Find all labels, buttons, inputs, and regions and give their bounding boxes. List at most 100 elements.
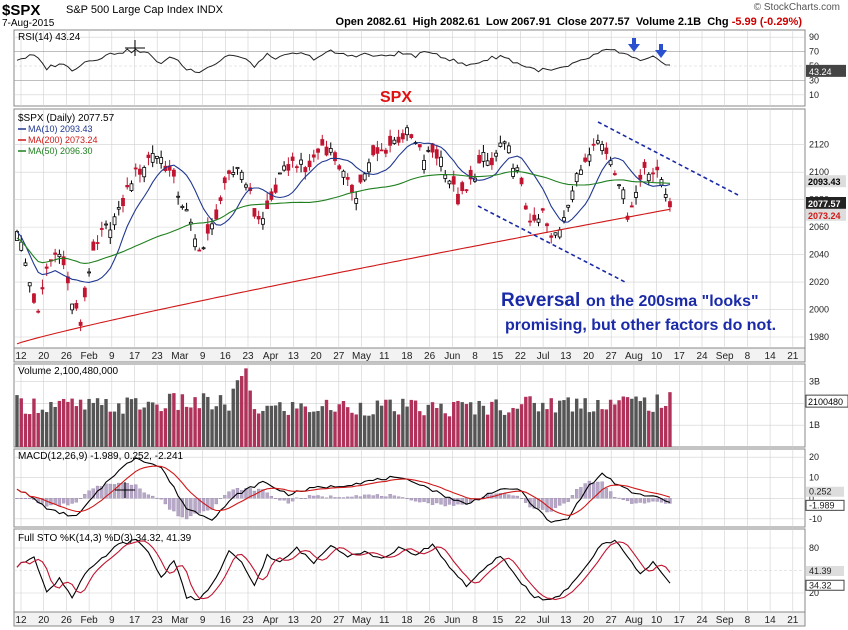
volume-bar bbox=[23, 413, 28, 447]
macd-histogram-bar bbox=[108, 483, 112, 499]
candle-body bbox=[396, 136, 401, 143]
candle-body bbox=[125, 185, 130, 188]
sto-value-tag bbox=[805, 579, 845, 591]
x-tick-label: 11 bbox=[379, 615, 390, 626]
macd-histogram-bar bbox=[642, 498, 647, 504]
macd-histogram-bar bbox=[112, 484, 117, 499]
volume-bar bbox=[252, 409, 257, 447]
candle-body bbox=[583, 157, 588, 162]
x-tick-label: 12 bbox=[15, 615, 27, 626]
annotation-reversal-word: Reversal bbox=[501, 290, 580, 311]
macd-histogram-bar bbox=[409, 498, 413, 501]
volume-bar bbox=[473, 414, 477, 447]
macd-histogram-bar bbox=[138, 488, 142, 499]
macd-histogram-bar bbox=[129, 484, 134, 499]
candle-body bbox=[87, 271, 91, 274]
price-tick-label: 2120 bbox=[809, 140, 829, 150]
price-legend-entry: MA(200) 2073.24 bbox=[28, 135, 98, 145]
candle-body bbox=[629, 205, 634, 208]
x-tick-label: May bbox=[352, 615, 371, 626]
candle-body bbox=[138, 168, 142, 175]
macd-histogram-bar bbox=[358, 496, 363, 499]
x-tick-label: 18 bbox=[401, 351, 413, 362]
price-tick-label: 2020 bbox=[809, 277, 829, 287]
macd-histogram-bar bbox=[231, 489, 235, 499]
volume-bar bbox=[282, 410, 286, 447]
volume-bar bbox=[388, 399, 392, 447]
x-tick-label: 20 bbox=[38, 351, 50, 362]
x-tick-label: Apr bbox=[263, 615, 279, 626]
volume-bar bbox=[28, 414, 32, 447]
candle-body bbox=[337, 165, 342, 170]
macd-histogram-bar bbox=[83, 494, 87, 499]
x-tick-label: 23 bbox=[242, 615, 254, 626]
x-tick-label: 22 bbox=[515, 351, 527, 362]
macd-histogram-bar bbox=[61, 498, 66, 504]
volume-bar bbox=[468, 402, 473, 447]
blue-arrow-icon bbox=[655, 44, 667, 58]
macd-histogram-bar bbox=[100, 486, 104, 499]
macd-histogram-bar bbox=[257, 488, 261, 499]
candle-body bbox=[261, 218, 265, 225]
candle-body bbox=[265, 200, 270, 210]
volume-bar bbox=[647, 410, 651, 447]
macd-histogram-bar bbox=[401, 497, 405, 499]
x-tick-label: Mar bbox=[171, 351, 189, 362]
volume-bar bbox=[502, 414, 507, 447]
macd-histogram-bar bbox=[244, 488, 248, 499]
macd-histogram-bar bbox=[214, 498, 218, 505]
macd-histogram-bar bbox=[265, 492, 269, 499]
volume-bar bbox=[418, 411, 422, 447]
x-tick-label: 26 bbox=[424, 351, 436, 362]
candle-body bbox=[545, 223, 549, 227]
volume-bar bbox=[350, 412, 354, 447]
volume-bar bbox=[409, 399, 414, 447]
volume-bar bbox=[460, 402, 464, 447]
panel-rsi bbox=[13, 29, 806, 107]
price-value-tag bbox=[806, 196, 846, 209]
candle-body bbox=[371, 145, 376, 156]
candle-body bbox=[74, 303, 79, 309]
candle-body bbox=[604, 147, 609, 154]
volume-bar bbox=[193, 397, 197, 447]
macd-histogram-bar bbox=[375, 494, 380, 499]
candle-body bbox=[511, 167, 515, 177]
candle-body bbox=[184, 209, 189, 212]
candle-body bbox=[566, 204, 571, 208]
volume-bar bbox=[346, 407, 350, 447]
macd-histogram-bar bbox=[507, 494, 511, 499]
candle-body bbox=[434, 149, 439, 159]
sto-d-line bbox=[16, 540, 671, 601]
candle-body bbox=[642, 161, 647, 168]
candle-body bbox=[104, 223, 108, 226]
sto-value: 41.39 bbox=[809, 566, 832, 576]
macd-histogram-bar bbox=[553, 498, 558, 508]
macd-histogram-bar bbox=[587, 480, 592, 499]
volume-bar bbox=[172, 393, 176, 447]
macd-histogram-bar bbox=[392, 495, 397, 499]
x-tick-label: Sep bbox=[716, 351, 734, 362]
volume-bar bbox=[481, 405, 486, 447]
volume-bar bbox=[95, 398, 100, 447]
macd-histogram-bar bbox=[422, 498, 426, 502]
volume-bar bbox=[613, 404, 617, 447]
volume-bar bbox=[104, 399, 108, 447]
candle-body bbox=[324, 146, 329, 156]
x-tick-label: 8 bbox=[472, 351, 478, 362]
volume-bar bbox=[180, 394, 185, 447]
volume-bar bbox=[536, 411, 541, 447]
macd-histogram-bar bbox=[371, 495, 375, 499]
volume-bar bbox=[558, 400, 562, 447]
volume-bar bbox=[596, 399, 600, 447]
volume-bar bbox=[299, 403, 303, 447]
macd-histogram-bar bbox=[40, 498, 45, 504]
ma10-line bbox=[16, 141, 671, 283]
volume-bar bbox=[112, 411, 117, 447]
macd-tick-label: 10 bbox=[809, 473, 819, 483]
volume-value: 2100480 bbox=[808, 397, 843, 407]
x-tick-label: 26 bbox=[61, 615, 73, 626]
macd-histogram-bar bbox=[536, 498, 541, 509]
x-tick-label: 22 bbox=[515, 615, 527, 626]
price-value: 2093.43 bbox=[808, 177, 841, 187]
volume-bar bbox=[464, 404, 469, 447]
